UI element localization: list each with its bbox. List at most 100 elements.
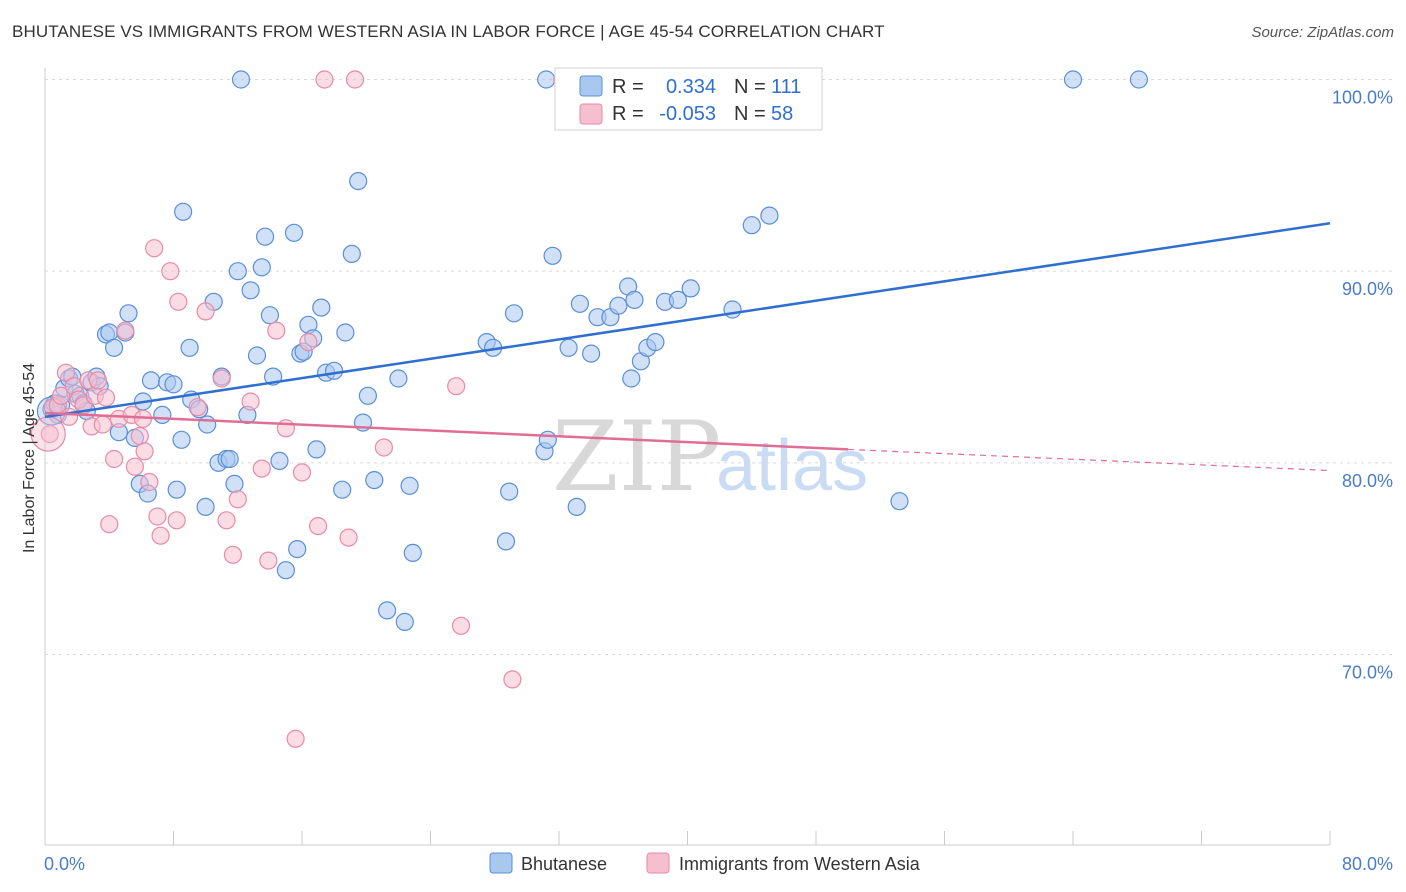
bhutanese-point [288,539,307,559]
bhutanese-point [225,474,244,493]
bhutanese-point [1129,70,1149,89]
western-asia-point [135,442,154,461]
bhutanese-point [174,202,193,221]
western-asia-point [161,262,180,281]
bhutanese-point [400,476,419,495]
y-tick-label: 100.0% [1332,88,1393,108]
bhutanese-point [681,279,700,298]
bhutanese-point [570,294,590,313]
bhutanese-point [358,386,377,405]
legend-r-value-2: -0.053 [659,103,716,125]
western-asia-point [286,729,305,748]
bhutanese-point [403,543,422,563]
bhutanese-point [164,375,183,394]
legend-n-value-1: 111 [771,76,801,98]
bhutanese-point [141,371,161,390]
x-tick-label-min: 0.0% [44,854,85,874]
western-asia-point [374,438,393,457]
bhutanese-point [270,451,289,470]
western-asia-point [100,515,119,534]
western-asia-point [345,70,365,89]
bhutanese-point [307,440,326,459]
x-tick-label-max: 80.0% [1342,854,1393,874]
bhutanese-point [668,290,688,309]
y-tick-label: 90.0% [1342,279,1393,299]
western-asia-point [188,398,207,417]
bhutanese-point [153,405,172,424]
bhutanese-point [172,430,191,449]
western-asia-point [315,70,334,89]
western-asia-point [88,371,108,390]
bhutanese-point [228,262,247,281]
western-asia-point [309,516,328,536]
bhutanese-point [333,480,352,499]
bhutanese-point [220,449,239,469]
bhutanese-point [312,298,331,317]
bhutanese-point [543,246,562,265]
western-asia-trend-line [44,411,849,451]
bhutanese-point [378,601,397,620]
western-asia-point [51,386,71,405]
western-asia-point [130,426,149,446]
y-tick-label: 80.0% [1342,471,1393,491]
western-asia-point [267,321,286,340]
y-axis-title: In Labor Force | Age 45-54 [21,363,38,553]
bhutanese-point [646,333,665,352]
trend-lines [44,222,1331,472]
bhutanese-point [198,415,217,434]
western-asia-point [56,363,76,382]
bhutanese-point [537,70,556,89]
western-asia-point [223,545,242,564]
bhutanese-point [167,480,186,499]
bhutanese-point [622,369,641,388]
western-asia-points [30,70,572,748]
western-asia-point [145,239,164,258]
western-asia-point [104,449,124,469]
bhutanese-point [504,304,524,323]
bhutanese-point [581,344,601,363]
western-asia-point [299,333,318,352]
bhutanese-point [389,369,408,388]
bhutanese-point [100,323,119,342]
bhutanese-point [723,300,742,319]
western-asia-point [252,459,271,478]
bhutanese-point [742,216,761,235]
western-asia-point [125,457,144,476]
western-asia-point [151,526,170,545]
western-asia-point [292,463,312,482]
watermark-zip: ZIP [552,401,721,513]
bhutanese-point [336,323,355,342]
bhutanese-point [247,346,267,365]
western-asia-trend-extension [848,448,1331,472]
western-asia-point [196,302,215,321]
legend-n-label-2: N = [734,103,766,125]
legend-r-label-2: R = [612,103,644,125]
gridlines [45,79,1395,655]
western-asia-point [167,511,186,530]
bottom-legend-western-asia: Immigrants from Western Asia [679,854,921,874]
western-asia-point [212,369,231,388]
watermark-atlas: atlas [716,426,868,506]
bhutanese-point [252,258,271,277]
bhutanese-point [284,223,304,242]
bhutanese-point [241,281,260,300]
bhutanese-point [496,532,516,551]
bhutanese-point [760,206,779,225]
y-tick-label: 70.0% [1342,663,1393,683]
bhutanese-point [567,497,586,516]
bhutanese-points [36,70,1149,632]
bhutanese-point [538,430,557,449]
bottom-legend-swatch-western-asia [646,852,670,874]
legend-r-label-1: R = [612,76,644,98]
bhutanese-point [395,612,414,632]
legend-swatch-bhutanese [579,75,603,97]
western-asia-point [59,407,79,426]
bhutanese-point [256,227,275,246]
western-asia-point [96,388,116,407]
bhutanese-point [365,471,384,490]
legend-r-value-1: 0.334 [666,76,716,98]
western-asia-point [241,392,260,411]
bhutanese-point [625,290,644,309]
bhutanese-point [180,338,199,357]
